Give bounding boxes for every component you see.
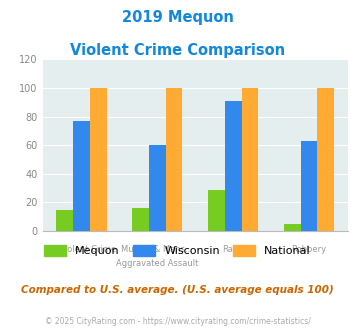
Text: 2019 Mequon: 2019 Mequon	[121, 10, 234, 25]
Bar	[56, 210, 73, 231]
Text: Murder & Mans...: Murder & Mans...	[121, 245, 193, 254]
Text: © 2025 CityRating.com - https://www.cityrating.com/crime-statistics/: © 2025 CityRating.com - https://www.city…	[45, 317, 310, 326]
Text: Compared to U.S. average. (U.S. average equals 100): Compared to U.S. average. (U.S. average …	[21, 285, 334, 295]
Text: Aggravated Assault: Aggravated Assault	[116, 259, 198, 268]
Text: Robbery: Robbery	[291, 245, 327, 254]
Text: All Violent Crime: All Violent Crime	[47, 245, 117, 254]
Bar	[166, 88, 182, 231]
Bar	[241, 88, 258, 231]
Bar	[225, 101, 241, 231]
Bar	[317, 88, 334, 231]
Bar	[132, 208, 149, 231]
Text: Rape: Rape	[223, 245, 244, 254]
Bar	[90, 88, 106, 231]
Bar	[73, 121, 90, 231]
Bar	[284, 224, 301, 231]
Text: Violent Crime Comparison: Violent Crime Comparison	[70, 43, 285, 58]
Bar	[301, 141, 317, 231]
Bar	[208, 189, 225, 231]
Legend: Mequon, Wisconsin, National: Mequon, Wisconsin, National	[44, 245, 311, 256]
Bar	[149, 145, 166, 231]
